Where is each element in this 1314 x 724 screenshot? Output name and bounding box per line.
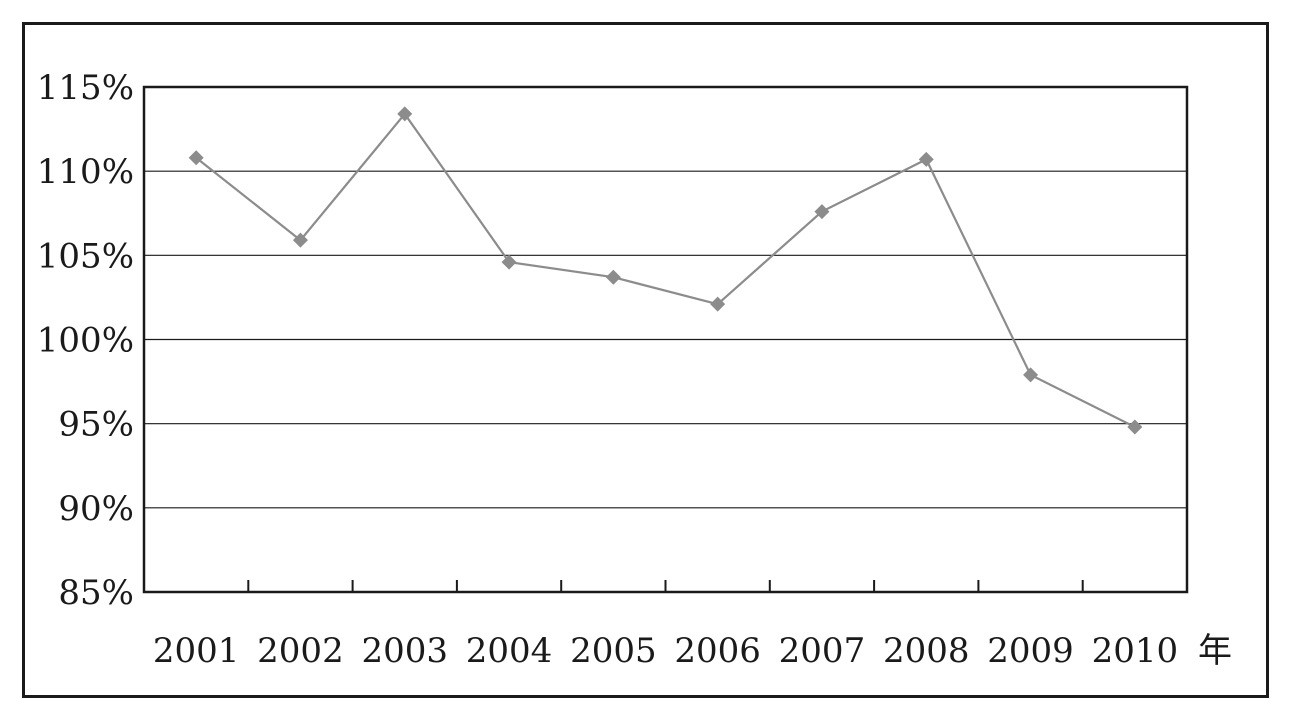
x-tick-label: 2004 [466,631,553,671]
x-tick-label: 2001 [153,631,240,671]
x-tick-label: 2009 [987,631,1074,671]
data-point-marker [918,151,934,167]
y-tick-label: 95% [58,405,134,445]
x-tick-label: 2002 [257,631,344,671]
y-tick-label: 90% [58,489,134,529]
y-tick-label: 105% [37,236,134,276]
data-point-marker [397,106,413,122]
data-point-marker [501,254,517,270]
y-tick-label: 100% [37,321,134,361]
y-tick-label: 110% [37,152,134,192]
data-point-marker [1127,419,1143,435]
x-tick-label: 2006 [674,631,761,671]
data-point-marker [814,204,830,220]
data-point-marker [292,232,308,248]
x-tick-label: 2010 [1092,631,1179,671]
x-tick-label: 2003 [361,631,448,671]
x-tick-label: 2005 [570,631,657,671]
data-point-marker [188,150,204,166]
x-tick-label: 2007 [779,631,866,671]
data-point-marker [710,296,726,312]
data-point-marker [605,269,621,285]
x-tick-label: 2008 [883,631,970,671]
x-axis-label: 年 [1198,631,1232,671]
y-tick-label: 85% [58,573,134,613]
chart-frame [22,22,1269,698]
y-tick-label: 115% [37,68,134,108]
series-line [195,112,1136,429]
data-point-marker [1023,367,1039,383]
